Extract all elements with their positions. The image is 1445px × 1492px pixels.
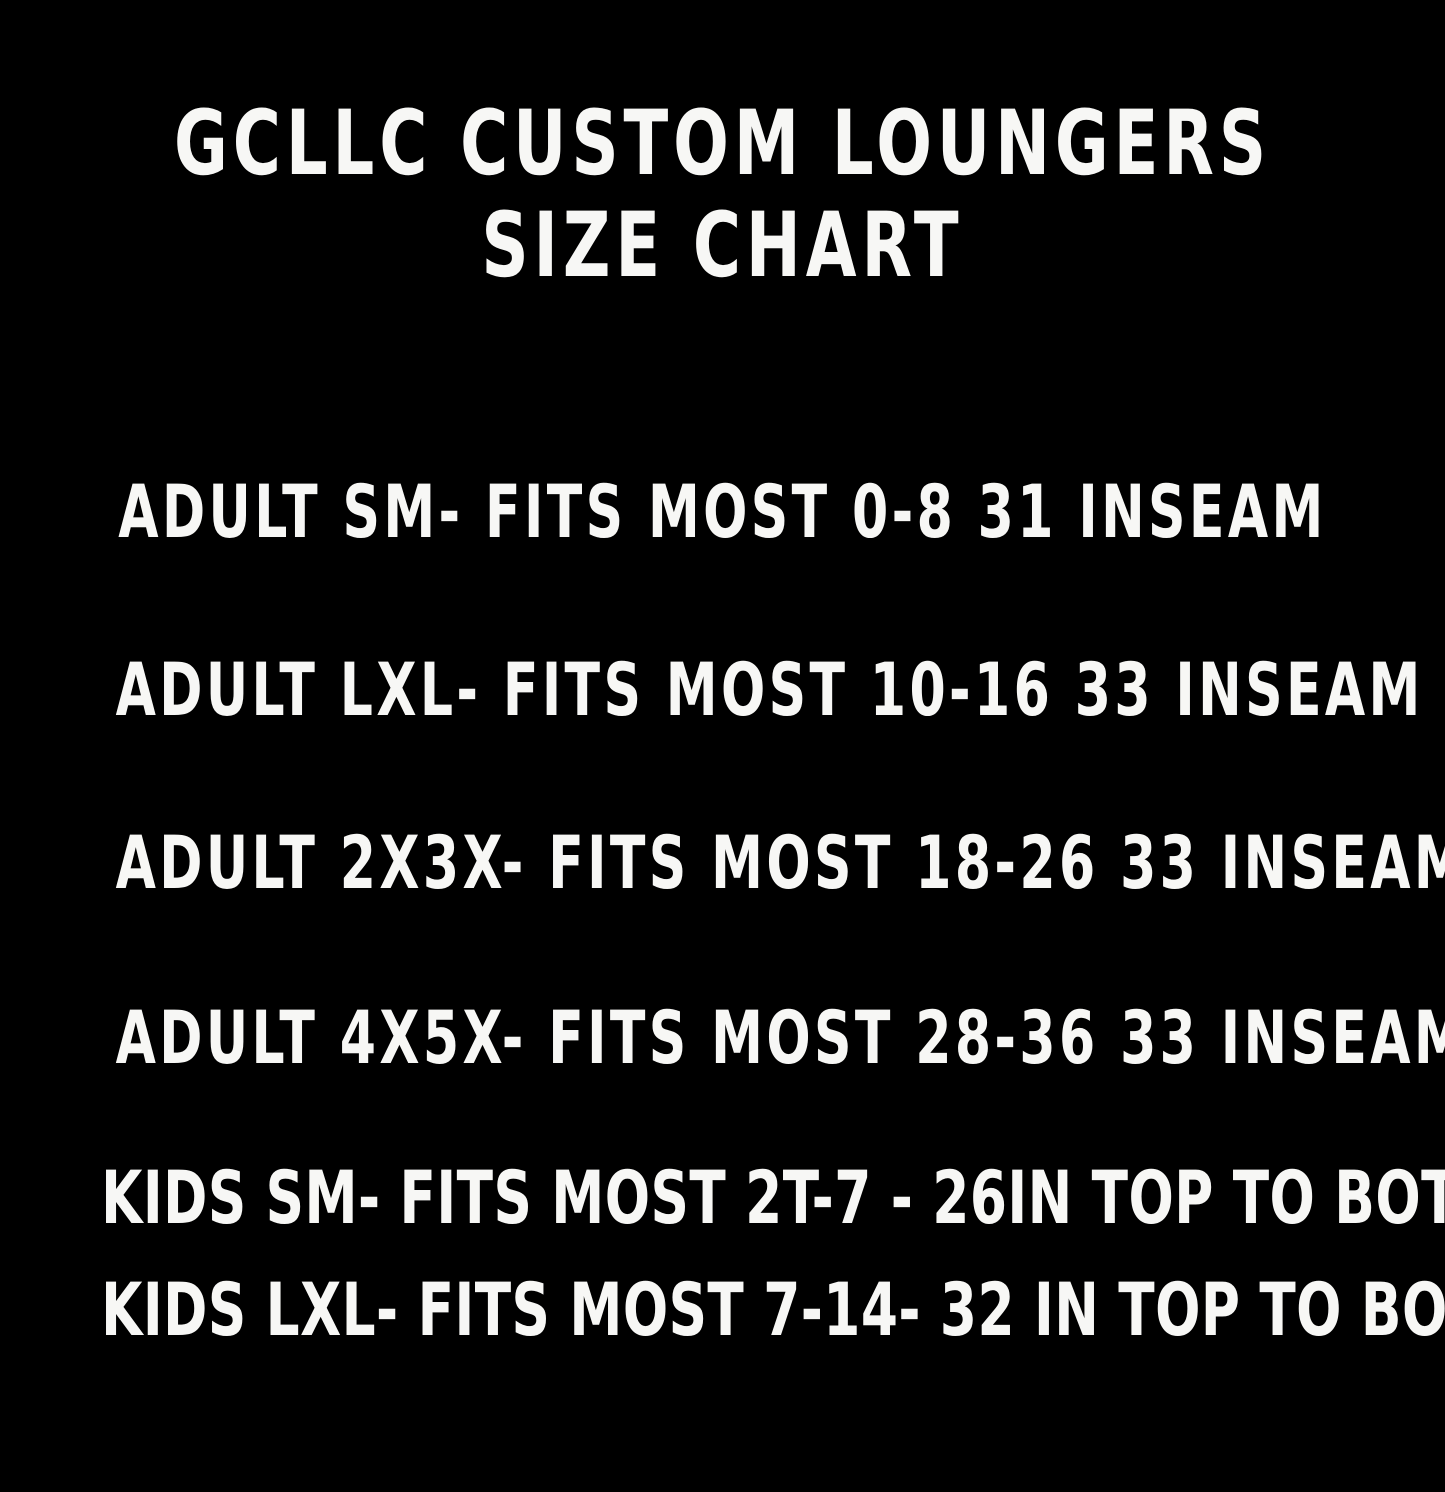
size-row-adult-sm: ADULT SM- FITS MOST 0-8 31 INSEAM <box>118 468 1327 555</box>
page-title-line-2: SIZE CHART <box>481 193 964 298</box>
size-row-adult-4x5x: ADULT 4X5X- FITS MOST 28-36 33 INSEAM <box>115 994 1445 1081</box>
page-title-line-1: GCLLC CUSTOM LOUNGERS <box>173 91 1271 196</box>
size-row-adult-lxl: ADULT LXL- FITS MOST 10-16 33 INSEAM <box>115 646 1424 733</box>
page-title: GCLLC CUSTOM LOUNGERS SIZE CHART <box>0 99 1445 291</box>
size-row-adult-2x3x: ADULT 2X3X- FITS MOST 18-26 33 INSEAM <box>115 819 1445 906</box>
size-row-kids-lxl: KIDS LXL- FITS MOST 7-14- 32 IN TOP TO B… <box>101 1266 1445 1353</box>
size-row-kids-sm: KIDS SM- FITS MOST 2T-7 - 26IN TOP TO BO… <box>101 1154 1445 1241</box>
